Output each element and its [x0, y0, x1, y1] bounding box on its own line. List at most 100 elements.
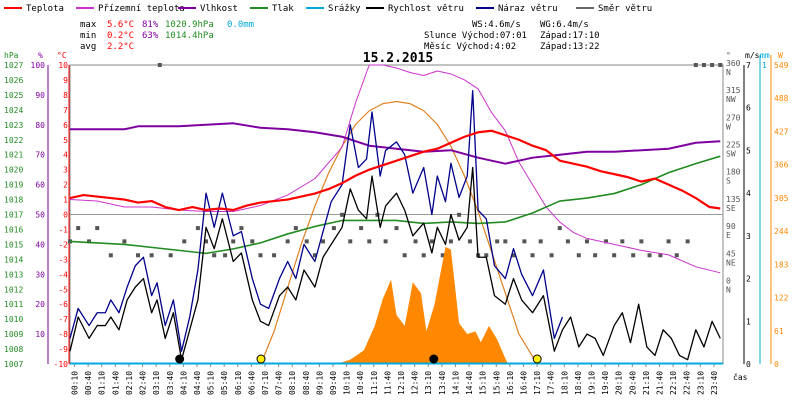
tick-label-hpa: 1017 [4, 211, 23, 220]
x-tick-label: 11:40 [383, 371, 392, 395]
wind-direction-point [394, 226, 399, 231]
x-tick-label: 11:10 [370, 371, 379, 395]
wind-direction-point [168, 253, 173, 258]
x-tick-label: 09:10 [315, 371, 324, 395]
x-tick-label: 17:10 [533, 371, 542, 395]
tick-label-humidity: 30 [35, 270, 45, 279]
tick-label-humidity: 40 [35, 240, 45, 249]
chart-title: 15.2.2015 [363, 51, 433, 66]
tick-label-temperature: 10 [58, 61, 68, 70]
stats-sunset: Západ:17:10 [540, 31, 600, 41]
wind-direction-point [348, 239, 353, 244]
stats-min-temp: 0.2°C [107, 31, 134, 41]
tick-label-humidity: 10 [35, 330, 45, 339]
legend-label-pressure: Tlak [272, 4, 294, 14]
tick-label-hpa: 1026 [4, 76, 23, 85]
wind-direction-point [631, 253, 636, 258]
x-tick-label: 05:40 [220, 371, 229, 395]
wind-direction-point [250, 239, 255, 244]
x-tick-label: 04:40 [193, 371, 202, 395]
tick-label-rainfall: 1 [762, 61, 767, 70]
x-tick-label: 16:40 [519, 371, 528, 395]
wind-direction-point [108, 253, 113, 258]
tick-label-humidity: 60 [35, 181, 45, 190]
tick-label-temperature: 6 [63, 121, 68, 130]
legend-label-wind-direction: Směr větru [598, 4, 652, 14]
series-line-ground-temperature [69, 64, 721, 274]
tick-label-direction: 360 [726, 59, 741, 68]
wind-direction-point [68, 239, 72, 244]
wind-direction-point [503, 239, 508, 244]
wind-direction-point [467, 239, 472, 244]
tick-label-direction: 90 [726, 222, 736, 231]
x-tick-label: 10:10 [343, 371, 352, 395]
wind-direction-point [212, 253, 217, 258]
wind-direction-point [710, 63, 715, 67]
tick-label-radiation: 244 [774, 227, 789, 236]
wind-direction-point [136, 253, 141, 258]
tick-label-hpa: 1015 [4, 240, 23, 249]
tick-label-wind-speed: 6 [746, 104, 751, 113]
x-tick-label: 15:10 [479, 371, 488, 395]
legend-label-wind-gust: Náraz větru [498, 4, 558, 14]
wind-direction-point [639, 239, 644, 244]
legend-label-temperature: Teplota [26, 4, 64, 14]
tick-label-wind-speed: 3 [746, 232, 751, 241]
axis-headers: hPa % °C ° m/s mm W [4, 51, 783, 60]
x-tick-label: 05:10 [207, 371, 216, 395]
tick-label-hpa: 1024 [4, 106, 23, 115]
x-tick-label: 19:40 [601, 371, 610, 395]
stats-min-label: min [80, 31, 96, 41]
stats-max-label: max [80, 20, 97, 30]
x-tick-label: 22:10 [669, 371, 678, 395]
wind-direction-point [421, 253, 426, 258]
tick-label-temperature: -1 [58, 225, 68, 234]
tick-label-direction: S [726, 177, 731, 186]
tick-label-hpa: 1022 [4, 136, 23, 145]
tick-label-direction: NE [726, 258, 736, 267]
wind-direction-point [484, 253, 489, 258]
legend-label-wind-speed: Rychlost větru [388, 4, 464, 14]
tick-label-radiation: 549 [774, 61, 789, 70]
axis-header-ms: m/s [745, 51, 760, 60]
wind-direction-point [457, 212, 462, 217]
tick-label-direction: 45 [726, 249, 736, 258]
series-line-temperature [69, 129, 721, 212]
wind-direction-point [511, 253, 516, 258]
tick-label-humidity: 100 [31, 61, 46, 70]
x-tick-label: 12:10 [397, 371, 406, 395]
axis-header-percent: % [38, 51, 43, 60]
wind-direction-point [204, 239, 209, 244]
x-tick-label: 18:40 [574, 371, 583, 395]
moon-set-marker [429, 354, 439, 364]
wind-direction-point [87, 239, 92, 244]
wind-direction-point [495, 239, 500, 244]
tick-label-hpa: 1020 [4, 166, 23, 175]
x-tick-label: 02:40 [139, 371, 148, 395]
tick-label-temperature: 4 [63, 151, 68, 160]
wind-direction-point [701, 63, 706, 67]
tick-label-hpa: 1012 [4, 285, 23, 294]
tick-label-direction: N [726, 68, 731, 77]
axis-header-watts: W [778, 51, 783, 60]
tick-label-hpa: 1014 [4, 255, 23, 264]
x-tick-label: 10:40 [356, 371, 365, 395]
tick-label-temperature: 3 [63, 166, 68, 175]
wind-direction-point [223, 253, 228, 258]
wind-direction-point [593, 253, 598, 258]
stats-min-pressure: 1014.4hPa [165, 31, 214, 41]
wind-direction-point [666, 239, 671, 244]
wind-direction-point [195, 226, 200, 231]
wind-direction-point [312, 253, 317, 258]
wind-direction-point [231, 239, 236, 244]
tick-label-temperature: 9 [63, 76, 68, 85]
series-line-theoretical-radiation [260, 100, 538, 365]
tick-label-radiation: 61 [774, 327, 784, 336]
wind-direction-point [293, 226, 298, 231]
wind-direction-point [402, 253, 407, 258]
stats-max-rain: 0.0mm [227, 20, 254, 30]
x-tick-label: 04:10 [179, 371, 188, 395]
tick-label-radiation: 488 [774, 94, 789, 103]
wind-direction-point [584, 239, 589, 244]
